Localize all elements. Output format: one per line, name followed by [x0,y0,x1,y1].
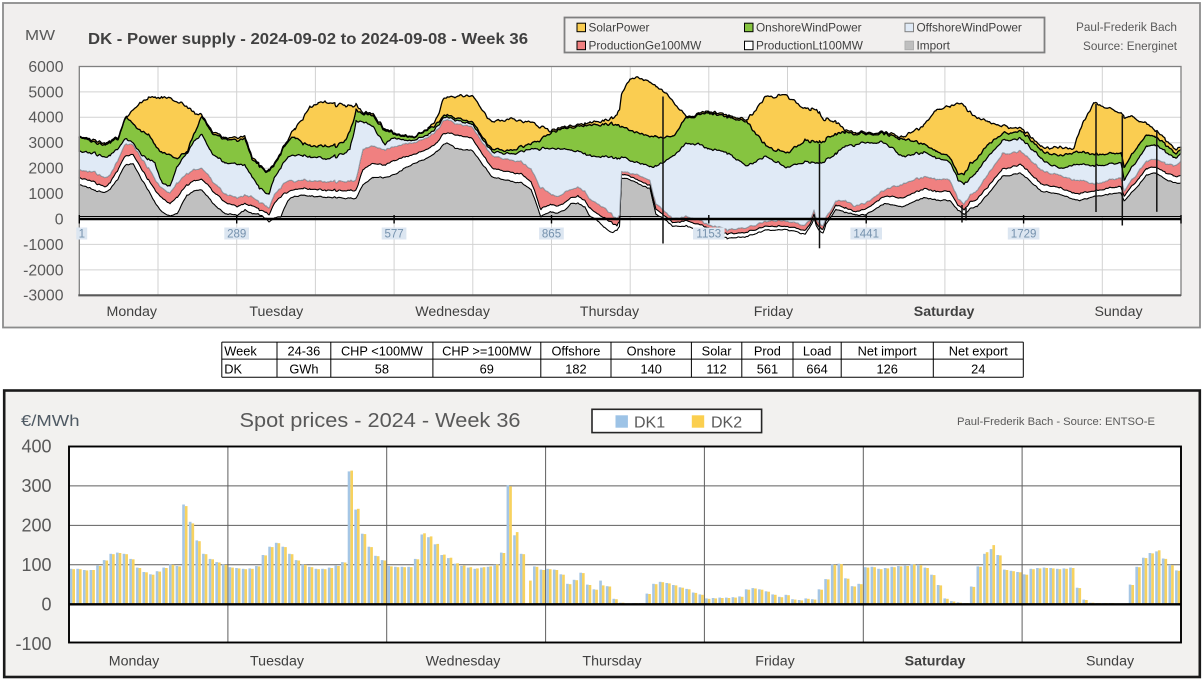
svg-text:200: 200 [21,516,51,536]
svg-text:-2000: -2000 [23,262,64,279]
svg-text:300: 300 [21,476,51,496]
svg-text:OffshoreWindPower: OffshoreWindPower [917,20,1022,34]
svg-text:664: 664 [806,361,827,376]
svg-text:577: 577 [385,229,404,241]
svg-text:CHP <100MW: CHP <100MW [341,343,424,358]
svg-text:289: 289 [227,229,246,241]
svg-text:69: 69 [480,361,494,376]
svg-text:0: 0 [55,211,64,228]
svg-text:Saturday: Saturday [914,304,975,320]
svg-text:Tuesday: Tuesday [250,654,305,670]
svg-text:1441: 1441 [853,229,879,241]
svg-text:ProductionGe100MW: ProductionGe100MW [589,38,703,52]
svg-text:Thursday: Thursday [580,304,640,320]
svg-text:Wednesday: Wednesday [415,304,491,320]
svg-text:24-36: 24-36 [288,343,321,358]
svg-text:-100: -100 [15,634,51,654]
svg-text:GWh: GWh [289,361,318,376]
svg-text:1000: 1000 [28,186,63,203]
svg-text:Friday: Friday [755,654,795,670]
svg-text:1153: 1153 [696,229,721,241]
svg-text:-1000: -1000 [23,237,64,254]
svg-text:1: 1 [79,229,85,241]
svg-text:1729: 1729 [1011,229,1037,241]
svg-text:Net import: Net import [858,343,917,358]
svg-text:100: 100 [21,555,51,575]
svg-text:Import: Import [917,38,951,52]
svg-text:3000: 3000 [28,135,63,152]
svg-text:Prod: Prod [754,343,781,358]
svg-text:0: 0 [41,595,51,615]
svg-text:126: 126 [877,361,898,376]
svg-text:DK1: DK1 [634,415,665,432]
svg-text:4000: 4000 [28,110,63,127]
svg-text:Paul-Frederik Bach - Source: E: Paul-Frederik Bach - Source: ENTSO-E [957,416,1155,428]
svg-text:24: 24 [971,361,985,376]
svg-text:Onshore: Onshore [627,343,676,358]
svg-text:140: 140 [641,361,662,376]
svg-text:5000: 5000 [28,84,63,101]
svg-text:2000: 2000 [28,161,63,178]
svg-text:ProductionLt100MW: ProductionLt100MW [756,38,864,52]
svg-text:DK2: DK2 [711,415,742,432]
svg-text:Load: Load [803,343,831,358]
svg-text:Monday: Monday [107,304,158,320]
svg-text:OnshoreWindPower: OnshoreWindPower [756,20,862,34]
svg-text:-3000: -3000 [23,288,64,305]
svg-text:Solar: Solar [702,343,733,358]
svg-text:182: 182 [565,361,586,376]
svg-text:6000: 6000 [28,59,63,76]
svg-text:SolarPower: SolarPower [589,20,650,34]
svg-text:400: 400 [21,437,51,457]
svg-text:Tuesday: Tuesday [249,304,304,320]
svg-text:Offshore: Offshore [551,343,600,358]
svg-text:Paul-Frederik Bach: Paul-Frederik Bach [1076,20,1177,34]
svg-text:Sunday: Sunday [1086,654,1135,670]
svg-text:DK - Power supply - 2024-09-02: DK - Power supply - 2024-09-02 to 2024-0… [88,31,528,48]
svg-text:Source: Energinet: Source: Energinet [1083,39,1178,53]
svg-text:Saturday: Saturday [905,654,966,670]
svg-text:€/MWh: €/MWh [21,413,80,430]
svg-text:CHP >=100MW: CHP >=100MW [442,343,532,358]
svg-text:Spot prices - 2024 - Week 36: Spot prices - 2024 - Week 36 [240,410,521,432]
svg-text:58: 58 [375,361,389,376]
svg-text:Sunday: Sunday [1094,304,1143,320]
svg-text:Week: Week [224,343,257,358]
svg-text:Monday: Monday [109,654,160,670]
svg-text:Net export: Net export [949,343,1008,358]
svg-text:865: 865 [542,229,561,241]
svg-text:Friday: Friday [754,304,794,320]
svg-text:Thursday: Thursday [582,654,642,670]
svg-text:112: 112 [706,361,726,376]
svg-text:MW: MW [25,28,55,44]
svg-text:Wednesday: Wednesday [426,654,502,670]
svg-text:561: 561 [757,361,778,376]
svg-text:DK: DK [224,361,242,376]
